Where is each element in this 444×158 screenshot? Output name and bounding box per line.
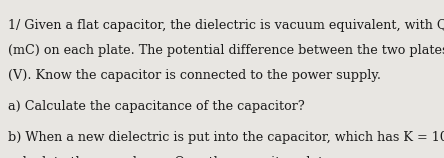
Text: (mC) on each plate. The potential difference between the two plates is 30: (mC) on each plate. The potential differ… <box>8 44 444 57</box>
Text: (V). Know the capacitor is connected to the power supply.: (V). Know the capacitor is connected to … <box>8 69 381 82</box>
Text: a) Calculate the capacitance of the capacitor?: a) Calculate the capacitance of the capa… <box>8 100 305 113</box>
Text: calculate the new charge Q on the capacitor plate.: calculate the new charge Q on the capaci… <box>8 156 335 158</box>
Text: 1/ Given a flat capacitor, the dielectric is vacuum equivalent, with Q=3: 1/ Given a flat capacitor, the dielectri… <box>8 19 444 32</box>
Text: b) When a new dielectric is put into the capacitor, which has K = 10,: b) When a new dielectric is put into the… <box>8 131 444 144</box>
